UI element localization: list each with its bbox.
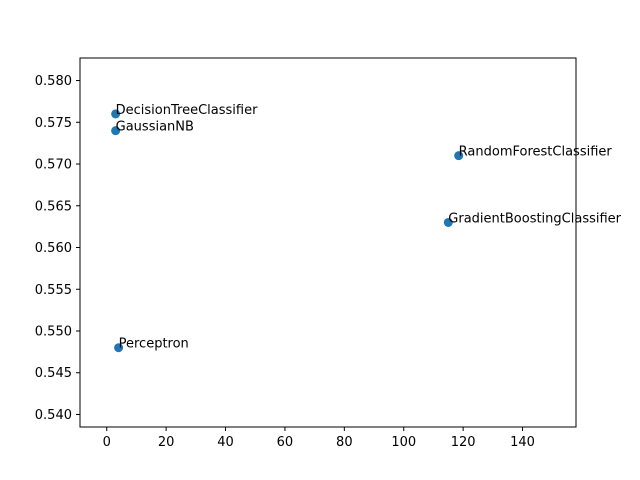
scatter-point — [454, 151, 464, 161]
point-label: RandomForestClassifier — [459, 145, 613, 160]
y-tick-label: 0.540 — [35, 408, 72, 423]
y-tick-label: 0.575 — [35, 116, 72, 131]
point-labels-layer: DecisionTreeClassifier GaussianNB RandomFo… — [116, 103, 622, 352]
scatter-point — [443, 217, 453, 227]
y-tick-label: 0.580 — [35, 74, 72, 89]
x-tick-label: 140 — [510, 435, 535, 450]
point-label: Perceptron — [119, 337, 189, 352]
x-tick-label: 80 — [336, 435, 353, 450]
y-tick-label: 0.560 — [35, 241, 72, 256]
x-tick-label: 100 — [391, 435, 416, 450]
y-tick-label: 0.565 — [35, 199, 72, 214]
x-axis: 0 20 40 60 80 100 120 140 — [103, 427, 535, 450]
scatter-point — [111, 109, 121, 119]
scatter-point — [114, 343, 124, 353]
x-tick-label: 120 — [451, 435, 476, 450]
x-tick-label: 0 — [103, 435, 111, 450]
y-tick-label: 0.570 — [35, 158, 72, 173]
x-tick-label: 60 — [277, 435, 294, 450]
y-tick-label: 0.555 — [35, 283, 72, 298]
y-tick-label: 0.545 — [35, 366, 72, 381]
y-tick-label: 0.550 — [35, 324, 72, 339]
point-label: GaussianNB — [116, 120, 194, 135]
x-tick-label: 20 — [158, 435, 175, 450]
y-axis: 0.540 0.545 0.550 0.555 0.560 0.565 0.570 0.575… — [35, 74, 80, 423]
plot-frame — [79, 57, 577, 428]
scatter-point — [111, 126, 121, 136]
points-layer — [111, 109, 464, 353]
point-label: GradientBoostingClassifier — [448, 211, 621, 226]
x-tick-label: 40 — [217, 435, 234, 450]
point-label: DecisionTreeClassifier — [116, 103, 258, 118]
